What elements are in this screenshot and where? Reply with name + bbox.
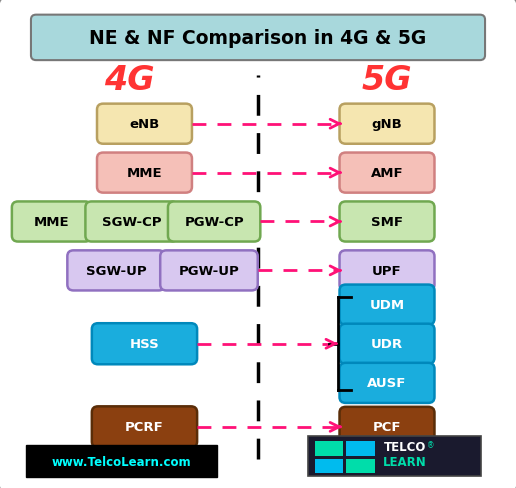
FancyBboxPatch shape	[97, 153, 192, 193]
Text: NE & NF Comparison in 4G & 5G: NE & NF Comparison in 4G & 5G	[89, 29, 427, 47]
FancyBboxPatch shape	[340, 202, 434, 242]
Text: PCF: PCF	[373, 421, 401, 433]
Text: UDM: UDM	[369, 299, 405, 311]
FancyBboxPatch shape	[308, 436, 481, 476]
Text: UPF: UPF	[372, 264, 402, 277]
Text: www.TelcoLearn.com: www.TelcoLearn.com	[52, 455, 191, 468]
Text: SMF: SMF	[371, 216, 403, 228]
Text: MME: MME	[126, 167, 163, 180]
Text: eNB: eNB	[130, 118, 159, 131]
Text: MME: MME	[34, 216, 70, 228]
FancyBboxPatch shape	[26, 445, 217, 477]
FancyBboxPatch shape	[340, 285, 434, 325]
FancyBboxPatch shape	[67, 251, 165, 291]
Text: SGW-CP: SGW-CP	[102, 216, 162, 228]
Text: gNB: gNB	[372, 118, 402, 131]
Text: ®: ®	[427, 441, 434, 449]
FancyBboxPatch shape	[31, 16, 485, 61]
Text: TELCO: TELCO	[384, 441, 426, 453]
Text: AMF: AMF	[370, 167, 404, 180]
Text: PCRF: PCRF	[125, 421, 164, 433]
FancyBboxPatch shape	[340, 324, 434, 364]
Text: HSS: HSS	[130, 338, 159, 350]
Text: 4G: 4G	[104, 64, 154, 97]
Text: AUSF: AUSF	[367, 377, 407, 389]
FancyBboxPatch shape	[340, 363, 434, 403]
Text: PGW-CP: PGW-CP	[184, 216, 244, 228]
Text: PGW-UP: PGW-UP	[179, 264, 239, 277]
Text: SGW-UP: SGW-UP	[86, 264, 147, 277]
FancyBboxPatch shape	[12, 202, 91, 242]
FancyBboxPatch shape	[340, 104, 434, 144]
FancyBboxPatch shape	[97, 104, 192, 144]
FancyBboxPatch shape	[340, 407, 434, 447]
FancyBboxPatch shape	[340, 251, 434, 291]
FancyBboxPatch shape	[92, 324, 197, 365]
FancyBboxPatch shape	[346, 441, 375, 456]
Text: 5G: 5G	[362, 64, 412, 97]
FancyBboxPatch shape	[315, 441, 343, 456]
FancyBboxPatch shape	[346, 459, 375, 473]
FancyBboxPatch shape	[168, 202, 260, 242]
FancyBboxPatch shape	[85, 202, 178, 242]
FancyBboxPatch shape	[315, 459, 343, 473]
FancyBboxPatch shape	[340, 153, 434, 193]
Text: UDR: UDR	[371, 338, 403, 350]
FancyBboxPatch shape	[92, 407, 197, 447]
FancyBboxPatch shape	[160, 251, 258, 291]
Text: LEARN: LEARN	[383, 455, 427, 468]
